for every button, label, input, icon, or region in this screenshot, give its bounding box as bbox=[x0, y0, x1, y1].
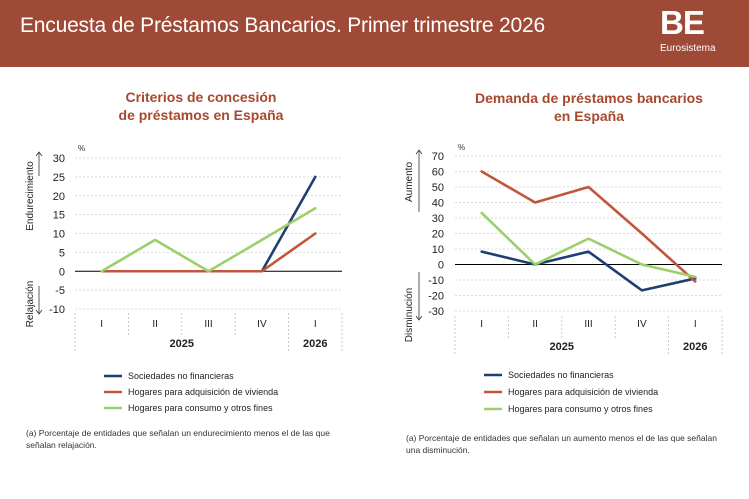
x-category-label: IV bbox=[257, 319, 267, 330]
chart-1: Criterios de concesión de préstamos en Es… bbox=[25, 89, 343, 450]
legend-label: Sociedades no financieras bbox=[128, 371, 234, 381]
legend-label: Sociedades no financieras bbox=[508, 370, 614, 380]
y-tick-label: 40 bbox=[432, 198, 444, 210]
chart-title-line: en España bbox=[554, 108, 624, 124]
y-tick-label: -10 bbox=[49, 304, 65, 316]
x-category-label: I bbox=[480, 319, 483, 330]
arrow-down-head-icon bbox=[35, 309, 43, 315]
series-line-3 bbox=[100, 206, 317, 273]
footnote-line: una disminución. bbox=[406, 445, 470, 455]
eurosistema-label: Eurosistema bbox=[660, 43, 716, 54]
y-tick-label: 20 bbox=[53, 191, 65, 203]
arrow-down-head-icon bbox=[415, 315, 423, 321]
chart-title-line: Criterios de concesión bbox=[126, 89, 277, 105]
footnote-line: (a) Porcentaje de entidades que señalan … bbox=[26, 428, 330, 438]
x-category-label: III bbox=[584, 319, 592, 330]
y-tick-label: 50 bbox=[432, 182, 444, 194]
legend-label: Hogares para consumo y otros fines bbox=[128, 403, 273, 413]
y-direction-label-up: Endurecimiento bbox=[25, 161, 36, 231]
y-direction-label-down: Relajación bbox=[25, 281, 36, 328]
y-tick-label: -10 bbox=[428, 275, 444, 287]
y-tick-label: 20 bbox=[432, 229, 444, 241]
y-tick-label: 25 bbox=[53, 172, 65, 184]
x-category-label: II bbox=[532, 319, 538, 330]
y-direction-label-down: Disminución bbox=[404, 288, 415, 342]
x-category-label: II bbox=[152, 319, 158, 330]
y-tick-label: 5 bbox=[59, 247, 65, 259]
y-tick-label: 30 bbox=[53, 153, 65, 165]
y-tick-label: 0 bbox=[59, 266, 65, 278]
x-category-label: I bbox=[694, 319, 697, 330]
chart-title-line: de préstamos en España bbox=[119, 107, 284, 123]
x-category-label: I bbox=[314, 319, 317, 330]
y-tick-label: 30 bbox=[432, 213, 444, 225]
legend-label: Hogares para consumo y otros fines bbox=[508, 404, 653, 414]
year-label: 2025 bbox=[170, 338, 194, 350]
footnote-line: señalan relajación. bbox=[26, 440, 97, 450]
x-category-label: I bbox=[100, 319, 103, 330]
header-bar: Encuesta de Préstamos Bancarios. Primer … bbox=[0, 0, 749, 67]
chart-2: Demanda de préstamos bancarios en España%… bbox=[404, 90, 723, 455]
y-tick-label: 70 bbox=[432, 151, 444, 163]
chart-title-line: Demanda de préstamos bancarios bbox=[475, 90, 703, 106]
series-line-2 bbox=[480, 170, 697, 283]
footnote-line: (a) Porcentaje de entidades que señalan … bbox=[406, 433, 717, 443]
banco-espana-logo: BE bbox=[660, 4, 705, 41]
series-line-3 bbox=[480, 211, 697, 279]
unit-label: % bbox=[78, 144, 85, 153]
series-line-1 bbox=[480, 250, 697, 292]
year-label: 2026 bbox=[683, 341, 707, 353]
unit-label: % bbox=[458, 143, 465, 152]
x-category-label: III bbox=[204, 319, 212, 330]
y-tick-label: 60 bbox=[432, 167, 444, 179]
arrow-up-head-icon bbox=[35, 151, 43, 157]
year-label: 2025 bbox=[550, 341, 574, 353]
legend-label: Hogares para adquisición de vivienda bbox=[508, 387, 658, 397]
arrow-up-head-icon bbox=[415, 149, 423, 155]
page-title: Encuesta de Préstamos Bancarios. Primer … bbox=[20, 14, 545, 37]
year-label: 2026 bbox=[303, 338, 327, 350]
y-tick-label: 10 bbox=[432, 244, 444, 256]
y-tick-label: -20 bbox=[428, 291, 444, 303]
y-tick-label: 0 bbox=[438, 260, 444, 272]
y-direction-label-up: Aumento bbox=[404, 162, 415, 202]
y-tick-label: 15 bbox=[53, 210, 65, 222]
x-category-label: IV bbox=[637, 319, 647, 330]
legend-label: Hogares para adquisición de vivienda bbox=[128, 387, 278, 397]
charts-area: Criterios de concesión de préstamos en Es… bbox=[25, 89, 723, 455]
y-tick-label: 10 bbox=[53, 229, 65, 241]
y-tick-label: -5 bbox=[55, 285, 65, 297]
y-tick-label: -30 bbox=[428, 306, 444, 318]
